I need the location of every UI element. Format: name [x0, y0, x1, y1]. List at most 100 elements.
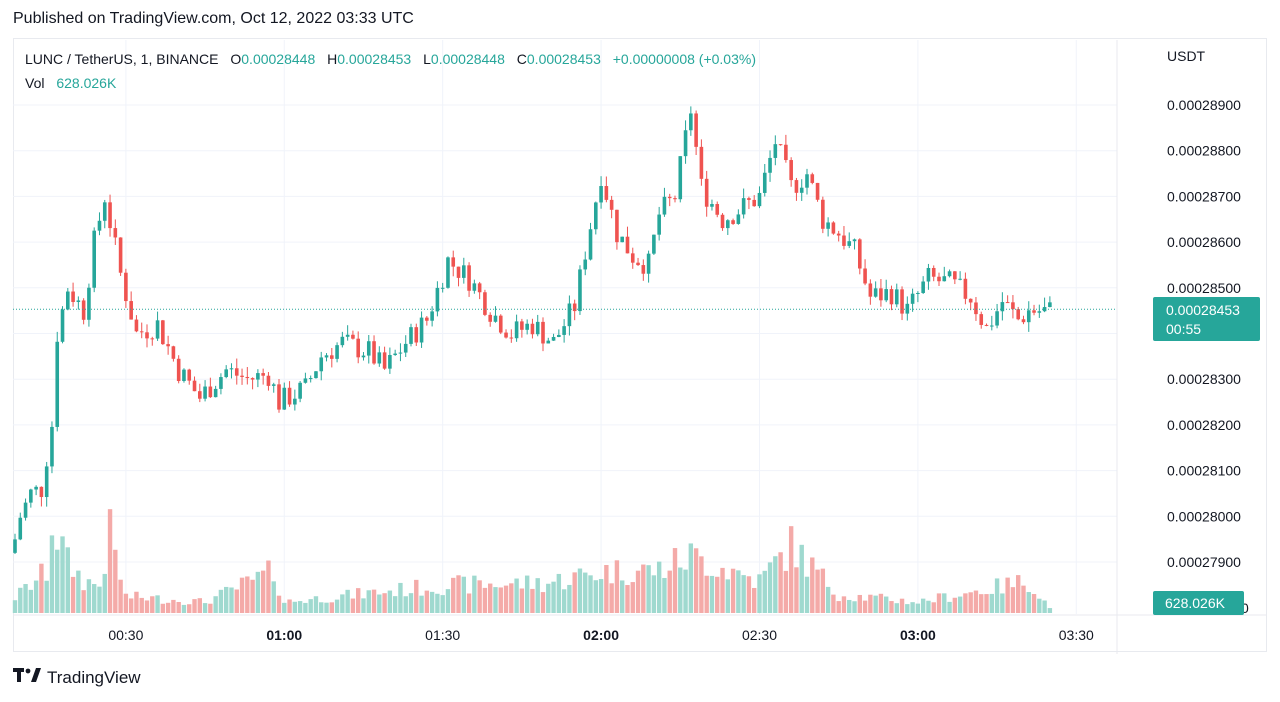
volume-bar: [810, 557, 815, 613]
candle-body: [430, 311, 434, 321]
volume-bar: [715, 576, 720, 613]
volume-bar: [535, 578, 540, 613]
volume-bar: [44, 580, 49, 613]
volume-bar: [952, 597, 958, 613]
open-label: O: [230, 51, 242, 67]
candle-body: [683, 130, 688, 157]
volume-bar: [12, 600, 18, 613]
volume-bar: [403, 596, 408, 613]
candle-body: [403, 343, 408, 353]
low-value: 0.00028448: [430, 51, 505, 67]
volume-bar: [905, 604, 910, 613]
price-axis-unit[interactable]: USDT: [1167, 48, 1206, 64]
candle-body: [446, 257, 450, 288]
volume-bar: [625, 585, 630, 613]
candle-body: [852, 239, 857, 242]
candle-body: [588, 229, 593, 260]
volume-bar: [297, 601, 303, 613]
candle-body: [863, 268, 867, 284]
candle-body: [662, 196, 667, 215]
candle-body: [351, 334, 355, 339]
current-volume-tag: 628.026K: [1153, 591, 1244, 615]
price-tick-label: 0.00028500: [1167, 280, 1241, 296]
candle-body: [757, 192, 762, 207]
time-tick-label: 03:30: [1059, 627, 1094, 643]
volume-bar: [757, 574, 762, 613]
candle-body: [34, 486, 38, 490]
candle-body: [372, 341, 376, 364]
volume-bar: [229, 587, 234, 613]
volume-bar: [963, 593, 968, 613]
candle-body: [145, 332, 149, 339]
volume-bar: [356, 588, 361, 613]
time-axis-labels: 00:30 01:00 01:30 02:00 02:30 03:00 03:30: [108, 627, 1094, 643]
candle-body: [947, 271, 952, 277]
volume-bar: [1021, 585, 1026, 613]
candle-body: [858, 239, 862, 269]
candle-body: [594, 202, 598, 230]
volume-bar: [778, 552, 783, 613]
volume-bar: [683, 569, 688, 613]
volume-bar: [646, 565, 651, 613]
volume-bar: [1016, 575, 1021, 613]
candle-body: [736, 214, 741, 224]
volume-bar: [667, 570, 672, 613]
price-tick-label: 0.00028200: [1167, 417, 1241, 433]
volume-bar: [208, 603, 213, 613]
volume-bar: [847, 599, 852, 613]
candle-body: [366, 341, 371, 356]
candle-body: [894, 289, 899, 305]
candle-body: [356, 338, 360, 358]
candle-body: [1005, 302, 1010, 304]
volume-legend: Vol 628.026K: [25, 75, 116, 91]
volume-bar: [878, 593, 884, 613]
volume-bar: [202, 603, 208, 613]
volume-bar: [1031, 594, 1037, 613]
volume-bar: [181, 604, 187, 613]
volume-bar: [482, 587, 488, 613]
candle-body: [810, 174, 815, 183]
volume-bar: [139, 597, 144, 613]
volume-bar: [836, 601, 841, 613]
volume-bar: [440, 595, 445, 613]
volume-bar: [831, 594, 836, 613]
candle-body: [234, 368, 239, 376]
candle-body: [398, 352, 403, 354]
volume-bar: [519, 588, 525, 613]
candle-body: [942, 276, 947, 282]
volume-bar: [889, 601, 894, 613]
price-tick-label: 0.00028000: [1167, 508, 1241, 524]
candle-body: [604, 186, 609, 200]
candle-body: [462, 265, 466, 278]
volume-bar: [709, 575, 715, 613]
volume-bar: [102, 573, 107, 613]
candle-body: [520, 321, 524, 330]
footer-brand: TradingView: [47, 668, 141, 687]
close-value: 0.00028453: [526, 51, 601, 67]
symbol-label[interactable]: LUNC / TetherUS, 1, BINANCE: [25, 51, 219, 67]
volume-bar: [630, 582, 635, 613]
candle-body: [124, 272, 128, 302]
candle-body: [1026, 310, 1031, 323]
candle-body: [504, 332, 508, 338]
change-value: +0.00000008 (+0.03%): [612, 51, 756, 67]
candle-body: [641, 265, 646, 274]
published-caption: Published on TradingView.com, Oct 12, 20…: [13, 10, 414, 27]
candle-body: [715, 204, 720, 215]
volume-bar: [477, 580, 482, 613]
candle-body: [778, 144, 783, 146]
candle-body: [282, 387, 287, 410]
volume-bar: [234, 589, 239, 613]
volume-bar: [873, 595, 878, 613]
candle-body: [203, 386, 207, 399]
volume-bars: [12, 509, 1053, 613]
volume-bar: [841, 596, 847, 613]
volume-bar: [419, 595, 424, 613]
candle-body: [382, 352, 387, 369]
volume-bar: [65, 547, 70, 613]
candle-body: [995, 311, 999, 326]
volume-bar: [118, 579, 123, 613]
candle-body: [762, 172, 767, 193]
volume-bar: [936, 593, 942, 613]
